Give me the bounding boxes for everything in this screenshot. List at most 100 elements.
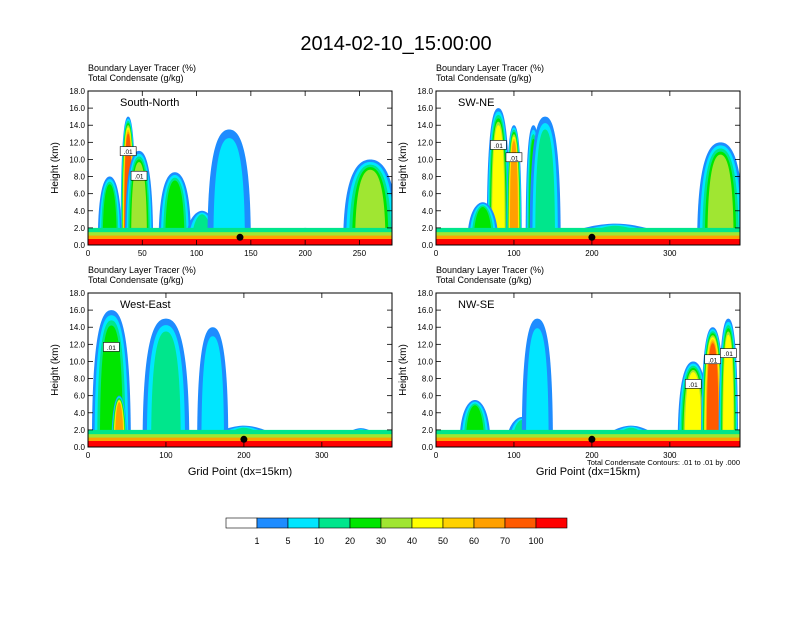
colorbar-swatch (442, 517, 475, 529)
x-tick-label: 100 (159, 451, 173, 460)
contour-label: .01 (689, 382, 698, 389)
plume (197, 327, 229, 447)
panel-subtitle: Boundary Layer Tracer (%) (88, 265, 196, 275)
plume-band (509, 140, 518, 245)
colorbar-swatch (473, 517, 506, 529)
y-tick-label: 8.0 (422, 173, 434, 182)
location-marker (588, 233, 596, 241)
y-tick-label: 8.0 (422, 375, 434, 384)
contour-label: .01 (107, 345, 116, 352)
y-tick-label: 0.0 (422, 443, 434, 452)
y-tick-label: 18.0 (69, 87, 85, 96)
colorbar-swatch (256, 517, 289, 529)
panel-subtitle: Boundary Layer Tracer (%) (436, 265, 544, 275)
y-axis-label: Height (km) (50, 344, 61, 396)
plume-band (201, 336, 225, 447)
x-tick-label: 200 (237, 451, 251, 460)
contour-label-box (119, 146, 137, 156)
contour-label-box (103, 342, 120, 352)
x-tick-label: 250 (353, 249, 367, 258)
y-tick-label: 16.0 (69, 104, 85, 113)
y-tick-label: 10.0 (417, 155, 433, 164)
boundary-layer-band (88, 441, 392, 447)
boundary-layer-band (436, 441, 740, 447)
plot-frame (435, 292, 741, 448)
y-tick-label: 0.0 (74, 443, 86, 452)
x-tick-label: 150 (244, 249, 258, 258)
x-tick-label: 300 (663, 249, 677, 258)
plume (506, 125, 522, 245)
panel-subtitle: Boundary Layer Tracer (%) (436, 63, 544, 73)
contour-label: .01 (509, 155, 518, 162)
plume-band (707, 154, 734, 245)
colorbar-label: 10 (314, 536, 324, 546)
x-tick-label: 100 (190, 249, 204, 258)
panel-title: SW-NE (458, 97, 494, 109)
y-tick-label: 6.0 (422, 190, 434, 199)
y-tick-label: 10.0 (69, 155, 85, 164)
contour-label: .01 (724, 351, 733, 358)
y-tick-label: 12.0 (69, 138, 85, 147)
y-tick-label: 16.0 (417, 306, 433, 315)
panel-2: 0.0 2.0 4.0 6.0 8.0 10.0 12.0 14.0 16.0 18.0 0 100 2… (398, 63, 741, 258)
panel-subtitle: Total Condensate (g/kg) (88, 275, 184, 285)
contour-label: .01 (494, 143, 503, 150)
plume-band (526, 328, 549, 447)
colorbar-label: 40 (407, 536, 417, 546)
colorbar-swatch (318, 517, 351, 529)
y-tick-label: 8.0 (74, 173, 86, 182)
y-axis-label: Height (km) (50, 142, 61, 194)
panel-3: 0.0 2.0 4.0 6.0 8.0 10.0 12.0 14.0 16.0 18.0 0 100 2… (50, 265, 393, 478)
y-tick-label: 8.0 (74, 375, 86, 384)
y-tick-label: 12.0 (417, 340, 433, 349)
x-tick-label: 100 (507, 451, 521, 460)
boundary-layer-band (88, 239, 392, 245)
figure-title: 2014-02-10_15:00:00 (300, 33, 491, 55)
contour-label-box (490, 140, 507, 150)
plume (207, 129, 251, 245)
y-tick-label: 4.0 (422, 207, 434, 216)
colorbar-label: 50 (438, 536, 448, 546)
plume-band (535, 129, 556, 245)
colorbar-label: 30 (376, 536, 386, 546)
y-tick-label: 4.0 (74, 207, 86, 216)
x-tick-label: 0 (434, 249, 439, 258)
panel-1: 0.0 2.0 4.0 6.0 8.0 10.0 12.0 14.0 16.0 18.0 0 50 10… (50, 63, 393, 258)
contour-label: .01 (124, 149, 133, 156)
y-tick-label: 14.0 (417, 121, 433, 130)
y-tick-label: 12.0 (417, 138, 433, 147)
x-axis-label: Grid Point (dx=15km) (188, 466, 292, 478)
contour-label-box (684, 379, 702, 389)
location-marker (588, 435, 596, 443)
y-tick-label: 6.0 (74, 190, 86, 199)
x-tick-label: 50 (138, 249, 147, 258)
colorbar-label: 5 (285, 536, 290, 546)
plume-band (684, 372, 702, 447)
panel-subtitle: Total Condensate (g/kg) (436, 73, 532, 83)
y-axis-label: Height (km) (398, 344, 409, 396)
plume-band (131, 162, 147, 245)
plot-frame (87, 292, 393, 448)
y-tick-label: 14.0 (69, 323, 85, 332)
colorbar-swatch (349, 517, 382, 529)
location-marker (240, 435, 248, 443)
panels: 0.0 2.0 4.0 6.0 8.0 10.0 12.0 14.0 16.0 18.0 0 50 10… (50, 63, 741, 478)
y-tick-label: 16.0 (69, 306, 85, 315)
y-tick-label: 4.0 (74, 409, 86, 418)
x-tick-label: 0 (86, 451, 91, 460)
x-axis-label: Grid Point (dx=15km) (536, 466, 640, 478)
panel-title: NW-SE (458, 299, 494, 311)
colorbar-swatch (225, 517, 258, 529)
y-tick-label: 10.0 (417, 357, 433, 366)
colorbar-swatch (380, 517, 413, 529)
colorbar-swatch (411, 517, 444, 529)
panel-subtitle: Total Condensate (g/kg) (88, 73, 184, 83)
colorbar-swatch (504, 517, 537, 529)
y-tick-label: 12.0 (69, 340, 85, 349)
plume-band (213, 138, 245, 245)
contour-label-box (704, 354, 722, 365)
y-tick-label: 14.0 (69, 121, 85, 130)
panel-subtitle: Total Condensate (g/kg) (436, 275, 532, 285)
